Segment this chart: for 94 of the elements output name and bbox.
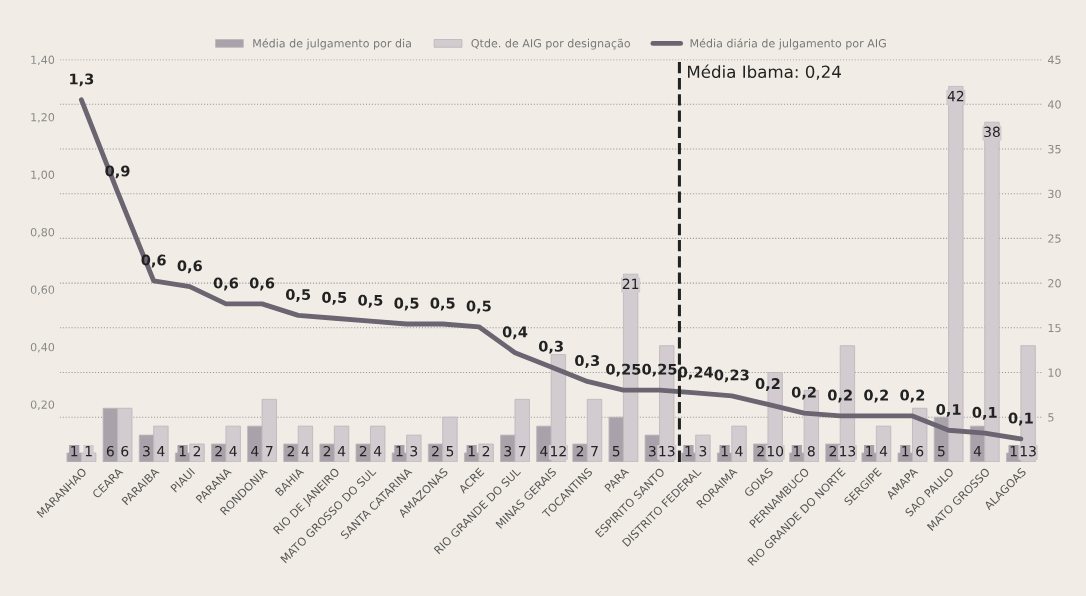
data-label: 0,6 (249, 277, 275, 291)
data-label: 1 (396, 446, 403, 457)
data-label: 4 (735, 446, 743, 457)
data-label: 0,2 (791, 386, 816, 400)
data-label: 2 (215, 445, 222, 457)
data-label: 0,3 (575, 355, 600, 368)
data-label: 0,4 (502, 326, 528, 340)
data-label: 10 (767, 445, 784, 457)
data-label: 2 (576, 445, 584, 457)
data-label: 38 (984, 126, 1000, 138)
data-label: 8 (807, 445, 815, 457)
data-label: 3 (143, 445, 150, 457)
data-label: 6 (121, 445, 129, 457)
data-label: 0,1 (936, 403, 961, 417)
data-label: 4 (337, 446, 346, 457)
data-label: 3 (699, 445, 707, 457)
data-label: 0,1 (1008, 412, 1033, 426)
data-label: 5 (612, 446, 620, 457)
y2-tick-label: 10 (1048, 368, 1061, 377)
y2-tick-label: 20 (1048, 279, 1061, 288)
data-label: 4 (879, 446, 888, 457)
data-label: 13 (659, 445, 675, 457)
y-tick-label: 0,60 (30, 285, 55, 295)
data-label: 1 (721, 446, 728, 457)
y2-tick-label: 30 (1048, 189, 1061, 199)
data-label: 0,5 (322, 291, 347, 305)
data-label: 7 (518, 446, 526, 457)
y2-tick-label: 15 (1048, 323, 1061, 333)
y-tick-label: 1,20 (31, 113, 55, 123)
data-label: 13 (1020, 445, 1036, 457)
data-label: 5 (938, 446, 945, 457)
data-label: 4 (301, 446, 310, 457)
data-label: 0,5 (430, 297, 455, 311)
data-label: 1 (468, 446, 475, 457)
y2-tick-label: 5 (1048, 413, 1054, 422)
data-label: 6 (106, 445, 114, 457)
y-tick-label: 0,40 (30, 342, 55, 353)
data-label: 2 (482, 445, 490, 457)
data-label: 0,2 (900, 389, 925, 403)
data-label: 0,1 (972, 406, 997, 420)
data-label: 4 (540, 446, 548, 457)
data-label: 0,2 (864, 389, 888, 403)
data-label: 6 (916, 445, 924, 457)
data-label: 0,5 (394, 297, 419, 311)
data-label: 2 (193, 445, 201, 457)
data-label: 2 (757, 445, 764, 457)
data-label: 3 (504, 445, 512, 457)
data-label: 4 (251, 446, 259, 457)
y2-tick-label: 35 (1048, 144, 1061, 154)
y-tick-label: 0,20 (30, 400, 55, 410)
data-label: 21 (622, 278, 639, 289)
ref-line-label: Média Ibama: 0,24 (688, 64, 841, 80)
data-label: 0,5 (285, 288, 311, 302)
data-label: 0,25 (606, 363, 641, 377)
data-label: 1 (685, 446, 692, 457)
y-tick-label: 0,80 (30, 227, 55, 238)
data-label: 0,6 (213, 277, 239, 291)
legend-label: Qtde. de AIG por designação (471, 38, 631, 50)
data-label: 4 (973, 446, 982, 457)
data-label: 7 (591, 446, 598, 457)
data-label: 12 (551, 445, 566, 457)
data-label: 5 (446, 446, 454, 457)
y2-tick-label: 25 (1048, 234, 1061, 243)
data-label: 1,3 (70, 73, 94, 87)
data-label: 1 (1010, 446, 1017, 457)
data-label: 0,3 (538, 340, 563, 354)
data-label: 2 (829, 445, 837, 457)
data-label: 2 (359, 445, 367, 457)
data-label: 0,6 (177, 260, 202, 274)
legend-label: Média diária de julgamento por AIG (690, 38, 886, 50)
data-label: 0,5 (466, 300, 491, 314)
legend-label: Média de julgamento por dia (253, 38, 411, 50)
y2-tick-label: 45 (1047, 55, 1061, 64)
data-label: 0,2 (827, 389, 852, 403)
data-label: 1 (85, 446, 92, 457)
data-label: 3 (410, 445, 418, 457)
data-label: 0,2 (755, 378, 780, 391)
data-label: 4 (229, 446, 237, 457)
data-label: 2 (287, 445, 295, 457)
data-label: 1 (179, 446, 186, 457)
data-label: 13 (840, 445, 856, 457)
y-tick-label: 1,00 (31, 170, 55, 181)
data-label: 2 (323, 445, 331, 457)
data-label: 0,23 (714, 369, 749, 383)
y2-tick-label: 40 (1047, 100, 1061, 109)
data-label: 7 (266, 446, 273, 457)
data-label: 4 (157, 446, 165, 457)
y-tick-label: 1,40 (31, 55, 55, 66)
data-label: 3 (648, 445, 656, 457)
data-label: 42 (947, 90, 964, 102)
data-label: 0,5 (358, 294, 383, 308)
data-label: 0,25 (642, 363, 677, 377)
data-label: 4 (373, 446, 382, 457)
data-label: 2 (432, 445, 439, 457)
